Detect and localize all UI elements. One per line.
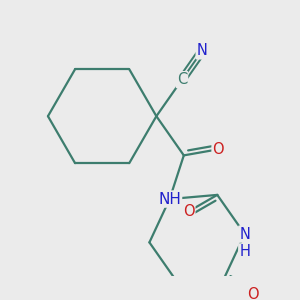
Text: N: N xyxy=(239,226,250,242)
Text: O: O xyxy=(183,204,194,219)
Text: O: O xyxy=(248,286,259,300)
Text: N: N xyxy=(197,44,208,59)
Text: C: C xyxy=(177,72,187,87)
Text: H: H xyxy=(239,244,250,260)
Text: NH: NH xyxy=(158,192,181,207)
Text: O: O xyxy=(212,142,224,157)
